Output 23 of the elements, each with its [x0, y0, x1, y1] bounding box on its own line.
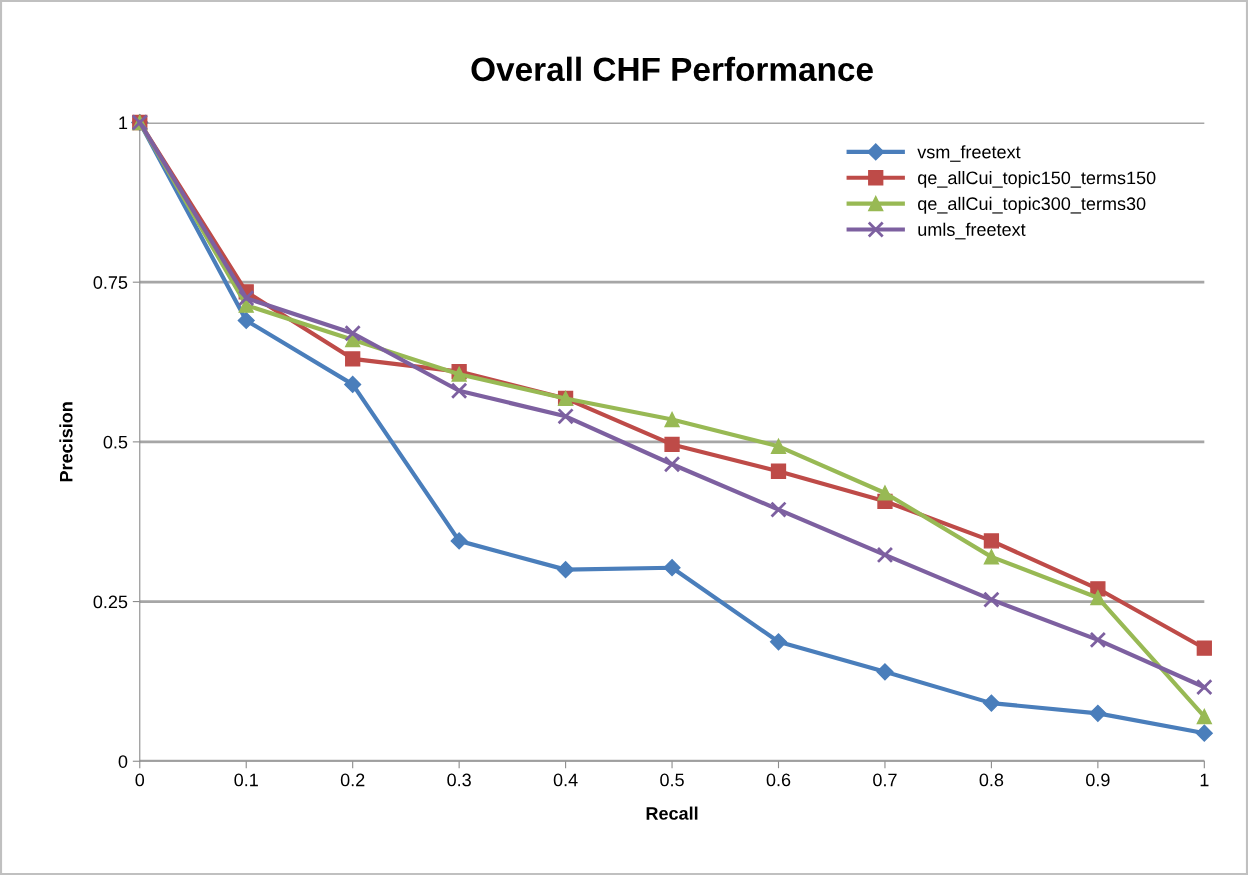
legend-label: qe_allCui_topic300_terms30	[918, 196, 1146, 214]
x-tick-label: 0.8	[979, 773, 1004, 787]
x-tick-label: 0	[135, 773, 145, 787]
legend-label: qe_allCui_topic150_terms150	[918, 171, 1156, 188]
y-tick-label: 1	[119, 116, 128, 130]
y-tick-label: 0.25	[93, 595, 128, 609]
y-axis-title: Precision	[59, 402, 73, 482]
x-tick-label: 0.3	[447, 773, 471, 787]
x-tick-label: 0.7	[873, 773, 897, 787]
x-tick-label: 0.1	[234, 773, 258, 787]
legend-label: vsm_freetext	[917, 145, 1021, 162]
x-axis-title: Recall	[646, 806, 698, 820]
x-tick-label: 0.4	[553, 773, 578, 787]
y-tick-label: 0.75	[93, 276, 128, 289]
x-tick-label: 0.6	[766, 773, 791, 787]
x-tick-label: 0.2	[340, 773, 365, 787]
x-tick-label: 1	[1200, 773, 1209, 787]
y-tick-label: 0	[118, 755, 128, 768]
x-tick-label: 0.5	[660, 773, 684, 787]
y-tick-label: 0.5	[103, 435, 128, 449]
legend-label: umls_freetext	[918, 222, 1026, 240]
chart-title: Overall CHF Performance	[471, 56, 873, 82]
x-tick-label: 0.9	[1086, 773, 1110, 787]
